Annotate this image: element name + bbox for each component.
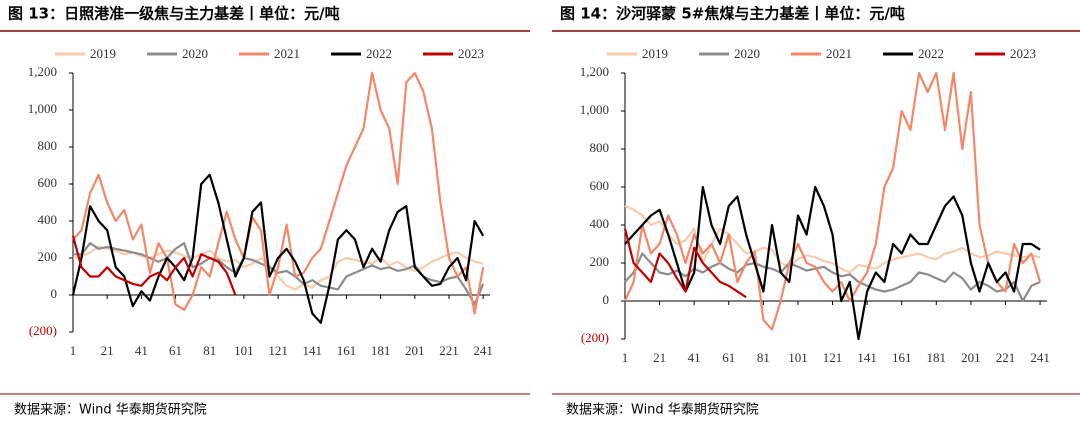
x-tick-label: 41 xyxy=(135,343,148,358)
y-tick-label: 1,200 xyxy=(580,64,609,79)
legend-label: 2020 xyxy=(182,46,208,61)
y-tick-label: 0 xyxy=(51,286,58,301)
chart-title: 图 14：沙河驿蒙 5#焦煤与主力基差丨单位：元/吨 xyxy=(560,5,905,23)
series-line xyxy=(623,71,1042,331)
series-line xyxy=(72,71,485,315)
y-tick-label: 200 xyxy=(38,249,58,264)
y-tick-label: 800 xyxy=(590,140,610,155)
y-tick-label: 400 xyxy=(590,216,610,231)
legend-label: 2022 xyxy=(918,46,944,61)
x-tick-label: 241 xyxy=(473,343,493,358)
x-tick-label: 121 xyxy=(823,350,843,365)
y-tick-label: 1,000 xyxy=(580,102,609,117)
y-tick-label: 1,000 xyxy=(28,101,57,116)
y-tick-label: (200) xyxy=(581,330,609,345)
legend-label: 2021 xyxy=(826,46,852,61)
y-tick-label: (200) xyxy=(29,323,57,338)
legend-label: 2020 xyxy=(734,46,760,61)
x-tick-label: 181 xyxy=(927,350,947,365)
x-tick-label: 21 xyxy=(653,350,666,365)
y-tick-label: 400 xyxy=(38,212,58,227)
x-tick-label: 21 xyxy=(101,343,114,358)
source: 数据来源：Wind 华泰期货研究院 xyxy=(566,402,759,418)
x-tick-label: 241 xyxy=(1030,350,1050,365)
x-tick-label: 61 xyxy=(722,350,735,365)
series-line xyxy=(72,245,484,291)
x-tick-label: 221 xyxy=(439,343,459,358)
x-tick-label: 201 xyxy=(961,350,981,365)
y-tick-label: 600 xyxy=(38,175,58,190)
series-line xyxy=(624,204,1041,274)
x-tick-label: 161 xyxy=(892,350,912,365)
y-tick-label: 0 xyxy=(603,292,610,307)
y-tick-label: 1,200 xyxy=(28,64,57,79)
x-tick-label: 101 xyxy=(234,343,254,358)
legend-label: 2019 xyxy=(642,46,668,61)
legend-label: 2023 xyxy=(1010,46,1036,61)
x-tick-label: 221 xyxy=(996,350,1016,365)
x-tick-label: 1 xyxy=(622,350,629,365)
legend-label: 2022 xyxy=(366,46,392,61)
x-tick-label: 161 xyxy=(337,343,357,358)
x-tick-label: 61 xyxy=(169,343,182,358)
x-tick-label: 101 xyxy=(788,350,808,365)
series-line xyxy=(71,235,237,296)
series-line xyxy=(623,228,747,299)
legend-label: 2021 xyxy=(274,46,300,61)
x-tick-label: 1 xyxy=(70,343,77,358)
x-tick-label: 141 xyxy=(857,350,877,365)
x-tick-label: 201 xyxy=(405,343,425,358)
series-line xyxy=(624,185,1041,341)
chart-title: 图 13：日照港准一级焦与主力基差丨单位：元/吨 xyxy=(8,5,340,23)
x-tick-label: 141 xyxy=(303,343,323,358)
x-tick-label: 41 xyxy=(688,350,701,365)
x-tick-label: 81 xyxy=(757,350,770,365)
source: 数据来源：Wind 华泰期货研究院 xyxy=(14,402,207,418)
series-line xyxy=(71,173,485,324)
y-tick-label: 800 xyxy=(38,138,58,153)
legend-label: 2023 xyxy=(458,46,484,61)
y-tick-label: 200 xyxy=(590,254,610,269)
x-tick-label: 181 xyxy=(371,343,391,358)
x-tick-label: 121 xyxy=(268,343,288,358)
legend-label: 2019 xyxy=(90,46,116,61)
y-tick-label: 600 xyxy=(590,178,610,193)
x-tick-label: 81 xyxy=(203,343,216,358)
